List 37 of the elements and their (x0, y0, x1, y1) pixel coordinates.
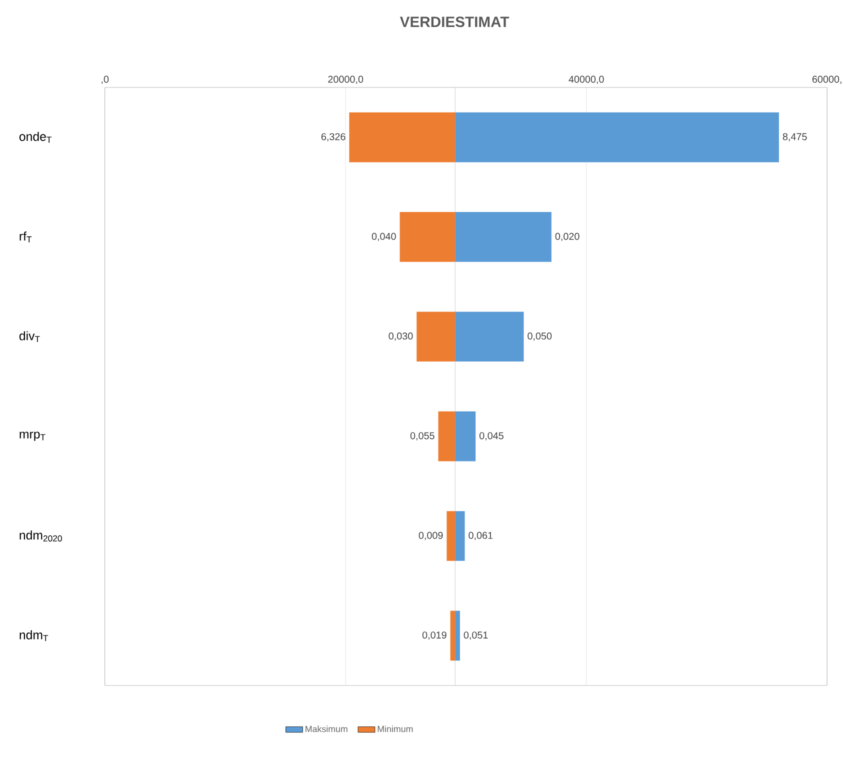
annotation: 0,061 (468, 532, 493, 540)
y-tick-label: rf$_{T}$ (20, 232, 32, 242)
x-tick-label: 60000, (812, 76, 842, 84)
bar (438, 411, 456, 462)
x-tick-label: ,0 (102, 76, 109, 84)
y-tick-label: mrp$_{T}$ (20, 432, 46, 441)
x-tick-label: 40000,0 (568, 76, 604, 84)
annotation: 0,019 (422, 632, 446, 640)
bar (455, 411, 476, 462)
bar (400, 212, 456, 262)
y-tick-label: div$_{T}$ (19, 331, 40, 342)
legend-label: Maksimum (306, 726, 348, 732)
annotation: 0,009 (418, 532, 443, 540)
bar (455, 511, 465, 561)
annotation: 8,475 (782, 133, 807, 142)
chart-title: VERDIESTIMAT (400, 16, 510, 28)
bar (455, 610, 460, 661)
annotation: 0,050 (528, 332, 552, 341)
y-tick-label: ndm$_{2020}$ (20, 530, 62, 542)
bar (349, 112, 456, 162)
bar (450, 610, 456, 661)
legend-label: Minimum (378, 726, 413, 732)
annotation: 0,055 (410, 432, 434, 440)
x-tick-label: 20000,0 (328, 76, 364, 84)
y-tick-label: ndm$_{T}$ (20, 630, 48, 642)
bar (455, 112, 779, 162)
annotation: 0,051 (464, 632, 488, 640)
bar (455, 312, 524, 362)
bar (455, 212, 552, 262)
annotation: 0,030 (388, 332, 413, 341)
annotation: 0,020 (555, 232, 580, 242)
bar (446, 511, 456, 561)
annotation: 0,045 (479, 432, 504, 440)
y-tick-label: onde$_{T}$ (19, 132, 52, 143)
annotation: 0,040 (372, 232, 396, 242)
bar (416, 312, 456, 362)
annotation: 6,326 (321, 133, 346, 142)
